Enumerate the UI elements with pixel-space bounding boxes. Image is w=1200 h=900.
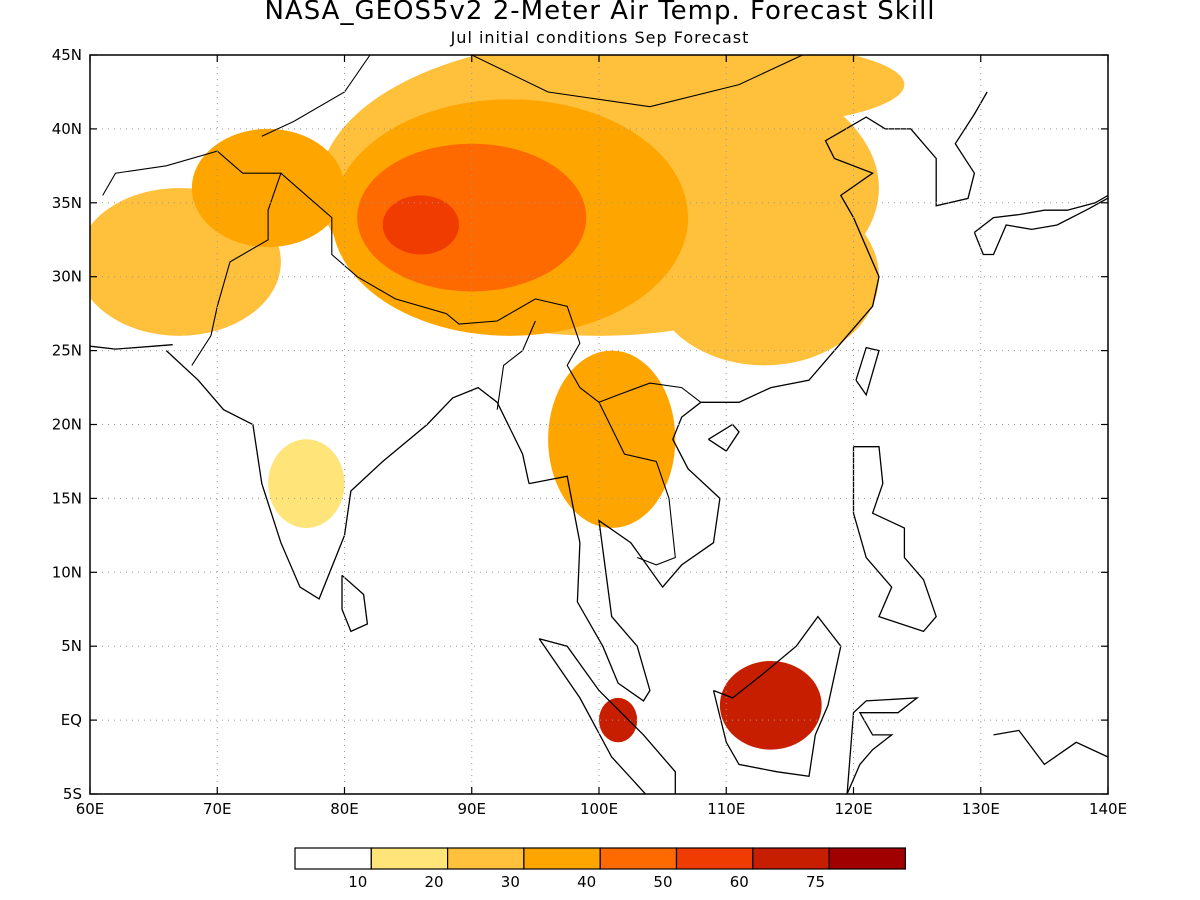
tick-label-lon: 80E xyxy=(330,800,359,818)
skill-region-china-east xyxy=(649,188,879,366)
colorbar-label: 10 xyxy=(348,873,367,891)
colorbar-swatch xyxy=(828,847,906,870)
coastline-5 xyxy=(846,697,920,794)
coastline-9 xyxy=(973,127,1108,256)
coastline-4 xyxy=(712,615,842,778)
border-5 xyxy=(598,402,676,566)
tick-label-lon: 100E xyxy=(580,800,618,818)
chart-subtitle: Jul initial conditions Sep Forecast xyxy=(450,28,750,47)
colorbar-label: 20 xyxy=(425,873,444,891)
coastline-0 xyxy=(165,350,530,600)
border-3 xyxy=(471,55,803,108)
colorbar-swatch xyxy=(675,847,754,870)
colorbar-label: 40 xyxy=(577,873,596,891)
colorbar-swatch xyxy=(370,847,449,870)
chart-title: NASA_GEOS5v2 2-Meter Air Temp. Forecast … xyxy=(264,0,936,26)
skill-region-indochina xyxy=(548,350,676,528)
coastline-layer xyxy=(90,55,1108,794)
tick-label-lat: 10N xyxy=(52,563,82,581)
coastline-1 xyxy=(341,574,369,633)
colorbar-swatch xyxy=(752,847,830,870)
colorbar-label: 50 xyxy=(653,873,672,891)
skill-region-tibet-core xyxy=(382,195,460,255)
coastline-3 xyxy=(538,638,676,794)
colorbar-swatch xyxy=(599,847,678,870)
tick-label-lat: 30N xyxy=(52,268,82,286)
border-1 xyxy=(280,172,702,403)
tick-label-lat: EQ xyxy=(61,711,82,729)
tick-label-lon: 110E xyxy=(707,800,745,818)
tick-label-lon: 60E xyxy=(76,800,105,818)
tick-label-lat: 20N xyxy=(52,416,82,434)
tick-label-lon: 120E xyxy=(834,800,872,818)
tick-label-lat: 45N xyxy=(52,46,82,64)
border-4 xyxy=(496,320,536,410)
colorbar-label: 75 xyxy=(806,873,825,891)
coastline-6 xyxy=(852,446,937,633)
skill-field-layer xyxy=(90,55,905,750)
border-0 xyxy=(102,150,282,366)
coastline-2 xyxy=(528,91,988,702)
skill-region-afghan xyxy=(191,128,345,248)
tick-label-lon: 140E xyxy=(1089,800,1127,818)
tick-label-lon: 130E xyxy=(962,800,1000,818)
skill-region-india-south xyxy=(268,439,345,528)
colorbar-swatch xyxy=(523,847,601,870)
colorbar-label: 30 xyxy=(501,873,520,891)
tick-label-lat: 35N xyxy=(52,194,82,212)
border-2 xyxy=(261,55,371,137)
coastline-10 xyxy=(90,344,173,350)
coastline-8 xyxy=(708,423,740,452)
skill-region-borneo xyxy=(719,660,822,750)
tick-label-lat: 5S xyxy=(63,785,82,803)
tick-label-lon: 90E xyxy=(457,800,486,818)
tick-label-lat: 25N xyxy=(52,342,82,360)
tick-label-lat: 5N xyxy=(61,637,82,655)
colorbar-swatch xyxy=(447,847,525,870)
coastline-7 xyxy=(855,346,880,397)
coastline-11 xyxy=(993,729,1108,766)
tick-label-lat: 40N xyxy=(52,120,82,138)
colorbar-swatch xyxy=(294,847,372,870)
axis-labels: 60E 70E 80E 90E 100E 110E 120E 130E 140E 5S EQ 5N 10… xyxy=(52,46,1127,818)
tick-label-lat: 15N xyxy=(52,489,82,507)
colorbar: 10 20 30 40 50 60 75 xyxy=(294,847,906,891)
tick-label-lon: 70E xyxy=(203,800,232,818)
colorbar-label: 60 xyxy=(730,873,749,891)
